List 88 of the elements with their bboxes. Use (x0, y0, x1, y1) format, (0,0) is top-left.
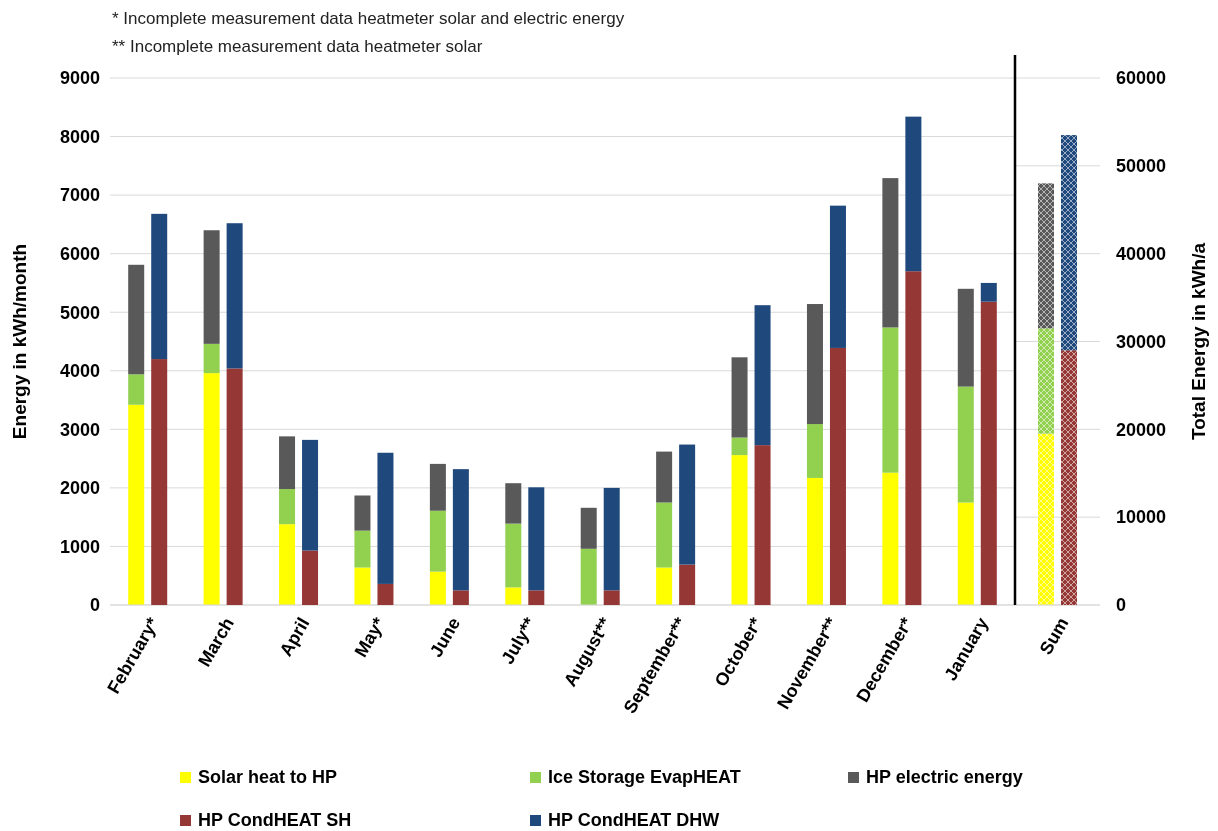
bar (731, 455, 748, 605)
y-tick-label: 7000 (59, 185, 100, 206)
y-tick-label: 6000 (59, 243, 100, 264)
bar (957, 502, 974, 605)
bar (580, 548, 597, 605)
bar (354, 495, 371, 531)
bar (354, 530, 371, 568)
bar (279, 489, 296, 525)
bar (528, 487, 545, 591)
y-tick-label: 0 (89, 595, 100, 616)
bar (679, 444, 696, 565)
bar (203, 373, 220, 605)
bar (302, 439, 319, 551)
bar (377, 452, 394, 584)
bar (1038, 183, 1054, 329)
y-tick-label: 1000 (59, 536, 100, 557)
bar (203, 230, 220, 344)
bar (806, 304, 823, 425)
bar (754, 445, 771, 605)
bar (603, 487, 620, 591)
bar (957, 386, 974, 503)
bar (505, 483, 522, 524)
bar (882, 472, 899, 605)
legend-label: HP electric energy (866, 767, 1023, 788)
bar (226, 223, 243, 369)
bar (1038, 328, 1054, 434)
bar (203, 343, 220, 374)
y-tick-label: 3000 (59, 419, 100, 440)
bar (528, 590, 545, 605)
bar (128, 404, 145, 605)
y-tick-label: 9000 (59, 68, 100, 89)
bar (882, 327, 899, 473)
y-tick-label: 0 (1116, 595, 1127, 616)
bar (505, 523, 522, 588)
bar (829, 347, 846, 605)
bar (429, 510, 446, 572)
bar (1038, 433, 1054, 605)
bar (806, 477, 823, 605)
bar (377, 583, 394, 605)
bar (128, 374, 145, 405)
legend-label: HP CondHEAT DHW (548, 810, 720, 831)
bar (656, 567, 673, 605)
bar (656, 451, 673, 503)
bar (882, 178, 899, 328)
bar (754, 305, 771, 446)
y-axis-title: Total Energy in kWh/a (1188, 242, 1209, 441)
bar (279, 524, 296, 605)
text: * Incomplete measurement data heatmeter solar and electric energy (112, 9, 625, 28)
bar (302, 550, 319, 605)
legend-label: Ice Storage EvapHEAT (548, 767, 741, 788)
legend-label: HP CondHEAT SH (198, 810, 352, 831)
y-tick-label: 4000 (59, 361, 100, 382)
bar (905, 116, 922, 272)
bar (679, 564, 696, 605)
bar (429, 571, 446, 605)
bar (452, 469, 469, 591)
bar (603, 590, 620, 605)
bar (980, 282, 997, 302)
bar (226, 368, 243, 605)
legend-label: Solar heat to HP (198, 767, 338, 788)
bar (354, 567, 371, 605)
bar (279, 436, 296, 490)
bar (505, 587, 522, 605)
y-tick-label: 60000 (1116, 68, 1167, 89)
y-tick-label: 20000 (1116, 419, 1167, 440)
bar (905, 271, 922, 605)
y-tick-label: 5000 (59, 302, 100, 323)
y-tick-label: 10000 (1116, 507, 1167, 528)
bar (429, 463, 446, 511)
text: ** Incomplete measurement data heatmeter solar (112, 37, 483, 56)
bar (980, 301, 997, 605)
y-tick-label: 2000 (59, 478, 100, 499)
bar (452, 590, 469, 605)
bar (806, 424, 823, 478)
y-tick-label: 50000 (1116, 156, 1167, 177)
y-tick-label: 8000 (59, 126, 100, 147)
bar (580, 507, 597, 549)
bar (957, 288, 974, 387)
bar (128, 264, 145, 375)
y-axis-title: Energy in kWh/month (9, 243, 30, 440)
bar (151, 213, 168, 360)
y-tick-label: 30000 (1116, 331, 1167, 352)
y-tick-label: 40000 (1116, 243, 1167, 264)
bar (656, 502, 673, 568)
bar (731, 357, 748, 438)
bar (829, 205, 846, 348)
bar (151, 359, 168, 605)
bar (731, 437, 748, 456)
